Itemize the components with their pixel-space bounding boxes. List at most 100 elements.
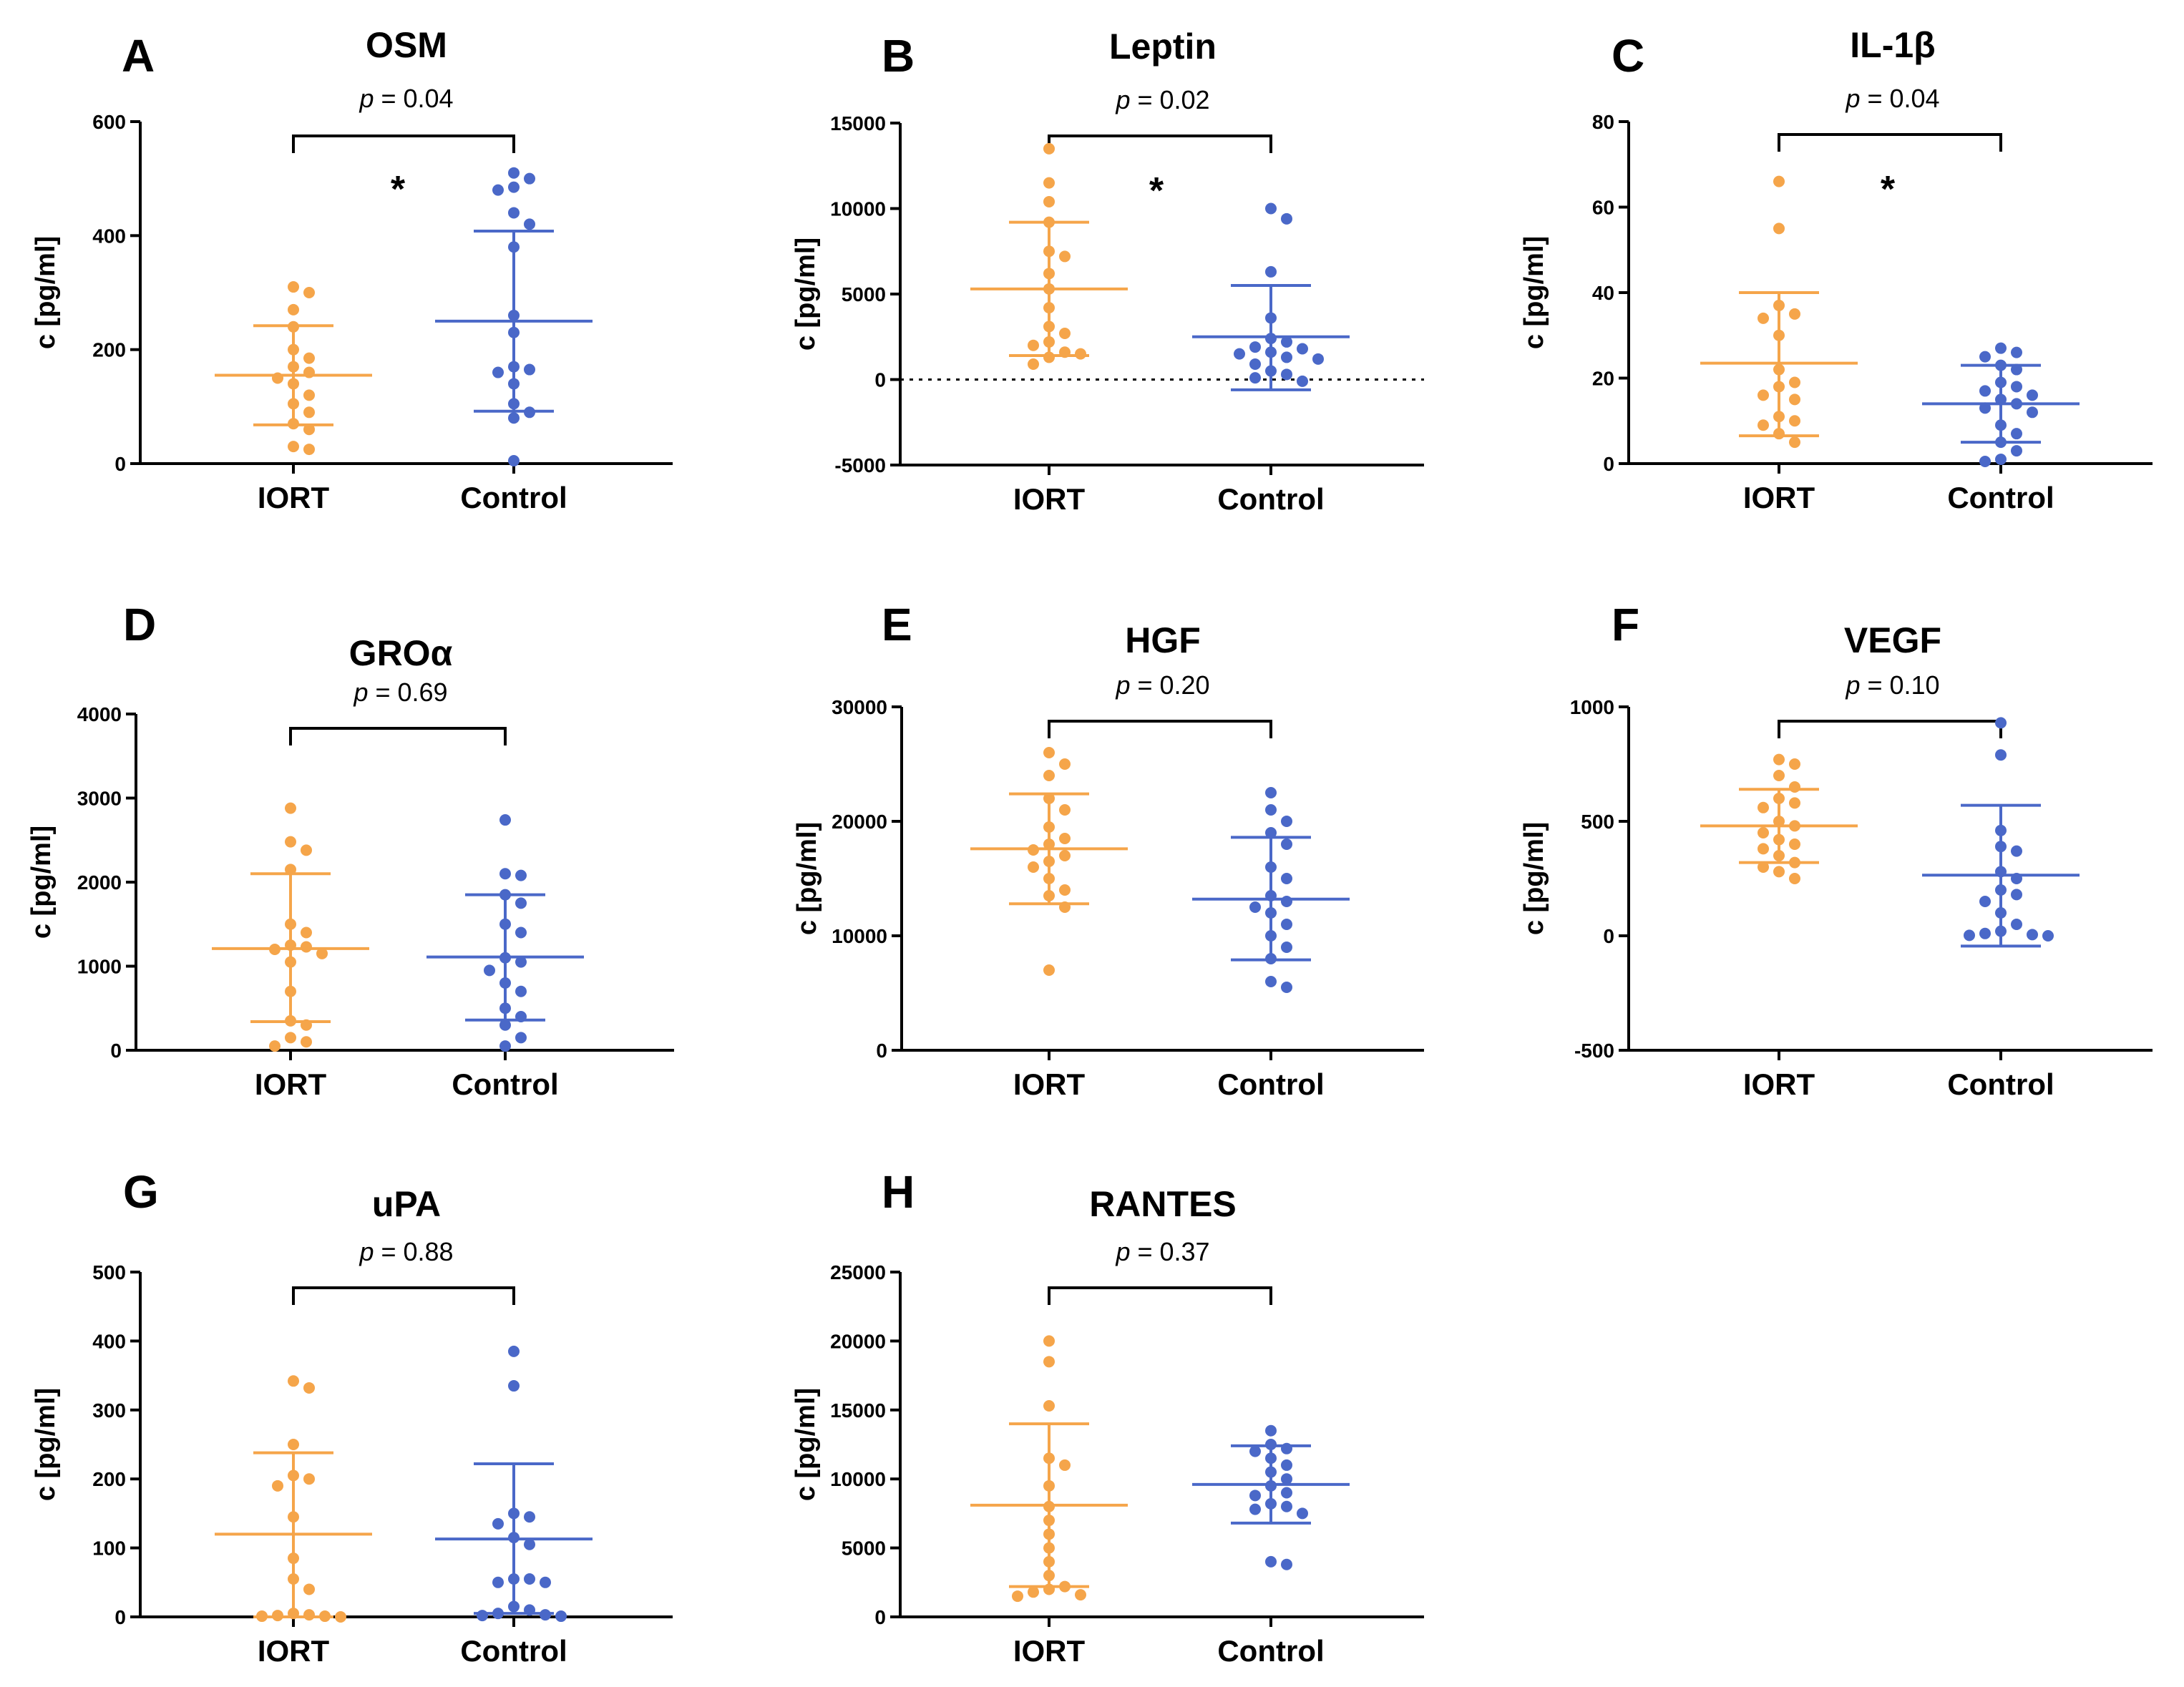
p-value: = 0.10 — [1860, 670, 1939, 700]
p-prefix: p — [359, 1237, 374, 1266]
data-point — [1995, 393, 2007, 406]
data-point — [1043, 1555, 1055, 1568]
data-point — [1265, 907, 1277, 919]
data-point — [1249, 372, 1261, 384]
data-point — [508, 412, 520, 424]
chart-title: HGF — [1125, 620, 1201, 660]
x-category-label: Control — [460, 1634, 567, 1668]
data-point — [1043, 1335, 1055, 1347]
y-axis-label: c [pg/ml] — [31, 236, 61, 349]
data-point — [1043, 1452, 1055, 1464]
y-axis-label: c [pg/ml] — [26, 826, 57, 939]
data-point — [524, 363, 535, 376]
data-point — [1758, 389, 1769, 401]
data-point — [1995, 376, 2007, 388]
data-point — [1979, 456, 1991, 468]
data-point — [285, 956, 296, 968]
series-control — [435, 167, 593, 467]
data-point — [2011, 445, 2022, 457]
data-point — [1281, 1442, 1292, 1454]
panel-letter: A — [122, 30, 155, 82]
data-point — [288, 1608, 299, 1620]
data-point — [1043, 245, 1055, 258]
series-iort — [212, 802, 369, 1052]
data-point — [1773, 381, 1785, 393]
data-point — [1265, 1466, 1277, 1478]
data-point — [303, 1583, 315, 1595]
data-point — [1249, 1445, 1261, 1457]
y-tick-label: 2000 — [77, 871, 122, 894]
data-point — [288, 398, 299, 410]
data-point — [1789, 436, 1800, 449]
data-point — [1012, 1590, 1023, 1603]
data-point — [1043, 177, 1055, 189]
data-point — [1265, 265, 1277, 278]
y-tick-label: 600 — [92, 111, 126, 133]
data-point — [1773, 816, 1785, 827]
data-point — [1059, 758, 1071, 770]
data-point — [2011, 381, 2022, 393]
x-category-label: IORT — [1013, 1634, 1086, 1668]
data-point — [1281, 1487, 1292, 1499]
data-point — [1043, 793, 1055, 804]
x-category-label: IORT — [1013, 482, 1086, 516]
series-control — [1192, 202, 1350, 391]
data-point — [1059, 250, 1071, 263]
data-point — [1297, 375, 1308, 387]
data-point — [492, 1608, 504, 1620]
data-point — [1758, 312, 1769, 324]
data-point — [288, 343, 299, 356]
data-point — [303, 1609, 315, 1621]
p-value: = 0.88 — [374, 1237, 453, 1266]
data-point — [1265, 312, 1277, 324]
y-tick-label: 400 — [92, 225, 126, 247]
data-point — [1265, 1424, 1277, 1437]
data-point — [1043, 283, 1055, 295]
series-iort — [970, 142, 1128, 370]
data-point — [492, 1517, 504, 1530]
data-point — [524, 406, 535, 419]
data-point — [1265, 861, 1277, 873]
data-point — [1281, 982, 1292, 993]
data-point — [303, 366, 315, 378]
y-axis-label: c [pg/ml] — [791, 1388, 821, 1501]
data-point — [303, 389, 315, 401]
significance-bracket — [1048, 135, 1272, 153]
data-point — [1773, 793, 1785, 804]
data-point — [1043, 964, 1055, 976]
data-point — [1773, 223, 1785, 235]
data-point — [1773, 428, 1785, 440]
data-point — [1043, 142, 1055, 155]
data-point — [1043, 351, 1055, 363]
data-point — [269, 1040, 281, 1052]
data-point — [1281, 212, 1292, 225]
data-point — [288, 1439, 299, 1450]
y-tick-label: 0 — [114, 1606, 126, 1628]
data-point — [1758, 419, 1769, 431]
data-point — [285, 985, 296, 997]
data-point — [2011, 873, 2022, 884]
data-point — [1043, 747, 1055, 758]
y-tick-label: 40 — [1592, 282, 1614, 304]
p-prefix: p — [1845, 84, 1860, 113]
y-tick-label: -5000 — [834, 454, 886, 476]
data-point — [2042, 930, 2054, 942]
data-point — [288, 1470, 299, 1482]
p-value-label: p = 0.04 — [359, 84, 453, 113]
data-point — [1789, 781, 1800, 793]
data-point — [1059, 833, 1071, 844]
data-point — [508, 1600, 520, 1613]
y-tick-label: 0 — [110, 1040, 122, 1062]
data-point — [1059, 327, 1071, 339]
panel-letter: H — [882, 1166, 915, 1218]
data-point — [1043, 195, 1055, 207]
data-point — [1043, 1480, 1055, 1492]
data-point — [301, 1036, 312, 1048]
data-point — [1789, 820, 1800, 832]
y-tick-label: 1000 — [1570, 696, 1614, 718]
y-axis-label: c [pg/ml] — [791, 238, 821, 351]
panel-c: C IL-1β p = 0.04 * 0 20 40 60 80 c [pg/ml] IORT Con… — [1519, 25, 2153, 514]
y-tick-label: 15000 — [830, 112, 886, 135]
data-point — [524, 218, 535, 230]
y-tick-label: 500 — [1581, 811, 1614, 833]
